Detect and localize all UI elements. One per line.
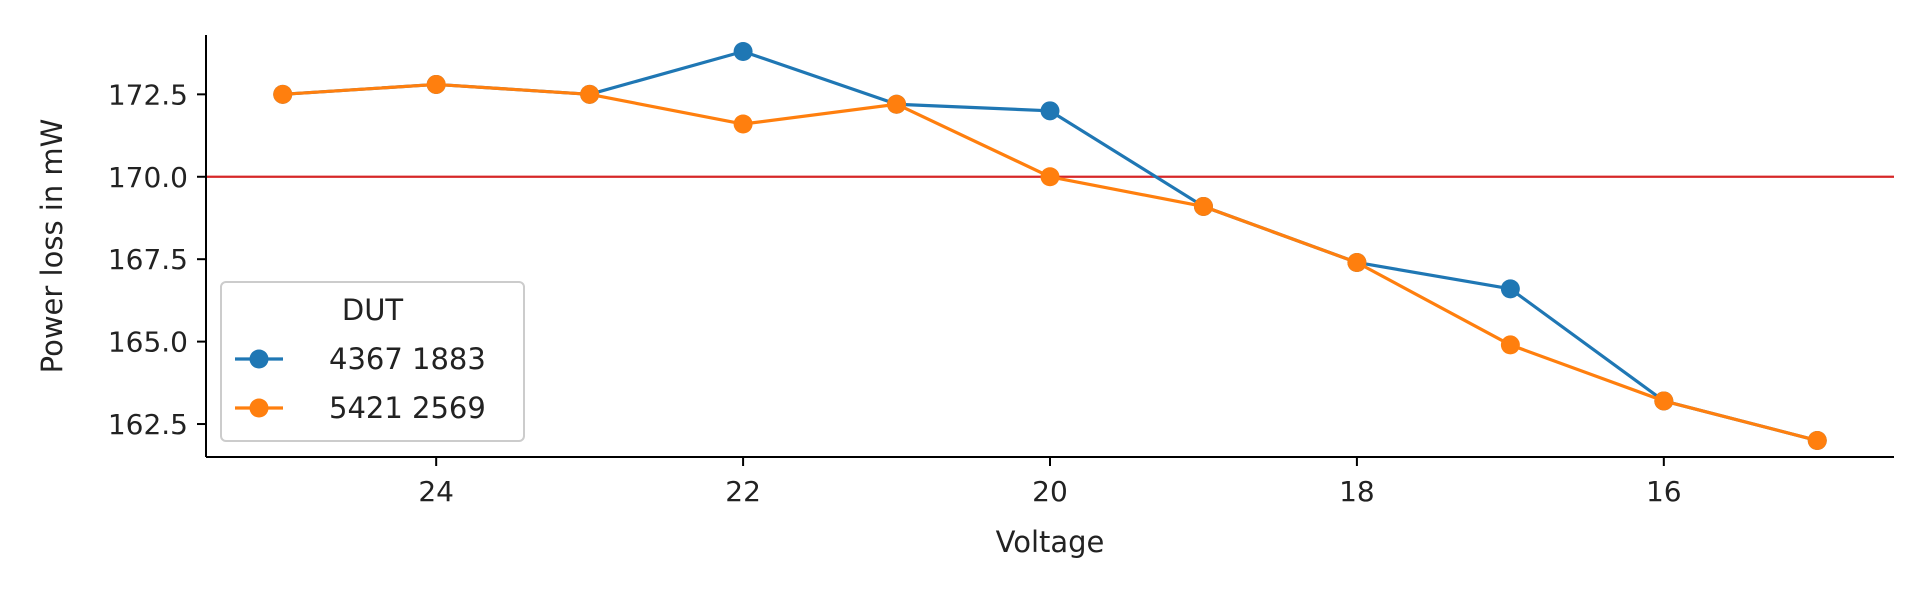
data-point: [1040, 167, 1060, 187]
y-tick-label: 167.5: [108, 243, 188, 276]
legend-box: [220, 281, 525, 442]
legend: DUT 4367 1883 5421 2569: [220, 281, 525, 442]
data-point: [1807, 431, 1827, 451]
data-point: [733, 114, 753, 134]
legend-label: 5421 2569: [329, 391, 486, 425]
legend-title: DUT: [342, 293, 404, 327]
data-point: [1193, 196, 1213, 216]
data-point: [1500, 335, 1520, 355]
data-point: [580, 84, 600, 104]
x-tick-label: 16: [1646, 475, 1682, 508]
legend-items: 4367 1883 5421 2569: [235, 342, 486, 425]
legend-label: 4367 1883: [329, 342, 486, 376]
series-2: [273, 74, 1827, 451]
x-tick-label: 20: [1032, 475, 1068, 508]
y-tick-label: 165.0: [108, 326, 188, 359]
ticks-layer: 24 22 20 18 16 162.5 165.0 167.5 170.0 172.5: [108, 78, 1682, 508]
legend-marker: [249, 349, 269, 369]
x-tick-label: 18: [1339, 475, 1375, 508]
y-tick-label: 170.0: [108, 161, 188, 194]
legend-item: 5421 2569: [235, 391, 486, 425]
x-axis-label: Voltage: [996, 525, 1105, 559]
y-tick-label: 162.5: [108, 408, 188, 441]
data-point: [426, 74, 446, 94]
series-layer: [273, 41, 1827, 451]
data-point: [1040, 101, 1060, 121]
data-point: [1500, 279, 1520, 299]
legend-item: 4367 1883: [235, 342, 486, 376]
y-tick-label: 172.5: [108, 78, 188, 111]
x-tick-label: 24: [418, 475, 454, 508]
data-point: [273, 84, 293, 104]
y-axis-label: Power loss in mW: [35, 119, 69, 374]
data-point: [887, 94, 907, 114]
data-point: [733, 41, 753, 61]
x-tick-label: 22: [725, 475, 761, 508]
data-point: [1654, 391, 1674, 411]
data-point: [1347, 252, 1367, 272]
legend-marker: [249, 398, 269, 418]
